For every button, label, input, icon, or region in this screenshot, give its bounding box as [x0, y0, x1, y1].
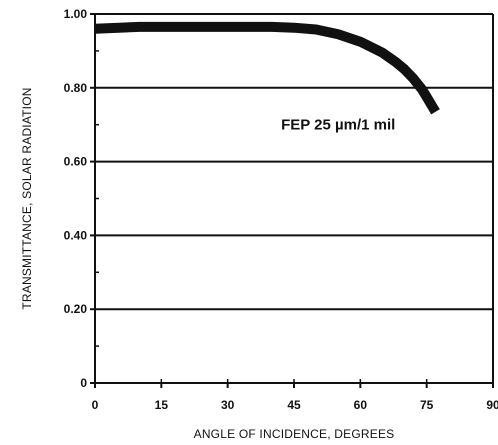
x-tick-label: 15: [155, 398, 169, 412]
y-axis-label: TRANSMITTANCE, SOLAR RADIATION: [20, 87, 34, 309]
x-tick-label: 45: [287, 398, 301, 412]
axes: [94, 13, 494, 384]
series: [94, 21, 440, 115]
y-tick-label: 0.20: [64, 302, 88, 316]
y-tick-label: 0.60: [64, 155, 88, 169]
x-tick-label: 75: [420, 398, 434, 412]
y-tick-label: 0: [80, 376, 87, 390]
y-tick-label: 0.40: [64, 228, 88, 242]
x-tick-label: 90: [486, 398, 498, 412]
x-axis-label: ANGLE OF INCIDENCE, DEGREES: [194, 427, 395, 441]
series-annotation: FEP 25 µm/1 mil: [281, 117, 395, 134]
y-tick-label: 1.00: [64, 7, 88, 21]
ticks: 0 0.20 0.40 0.60 0.80 1.00 0 15 30 45 60 75 90: [64, 7, 498, 412]
series-line-0: [94, 21, 440, 115]
x-tick-label: 60: [354, 398, 368, 412]
grid: [95, 13, 493, 311]
x-tick-label: 30: [221, 398, 235, 412]
x-tick-label: 0: [92, 398, 99, 412]
y-tick-label: 0.80: [64, 81, 88, 95]
